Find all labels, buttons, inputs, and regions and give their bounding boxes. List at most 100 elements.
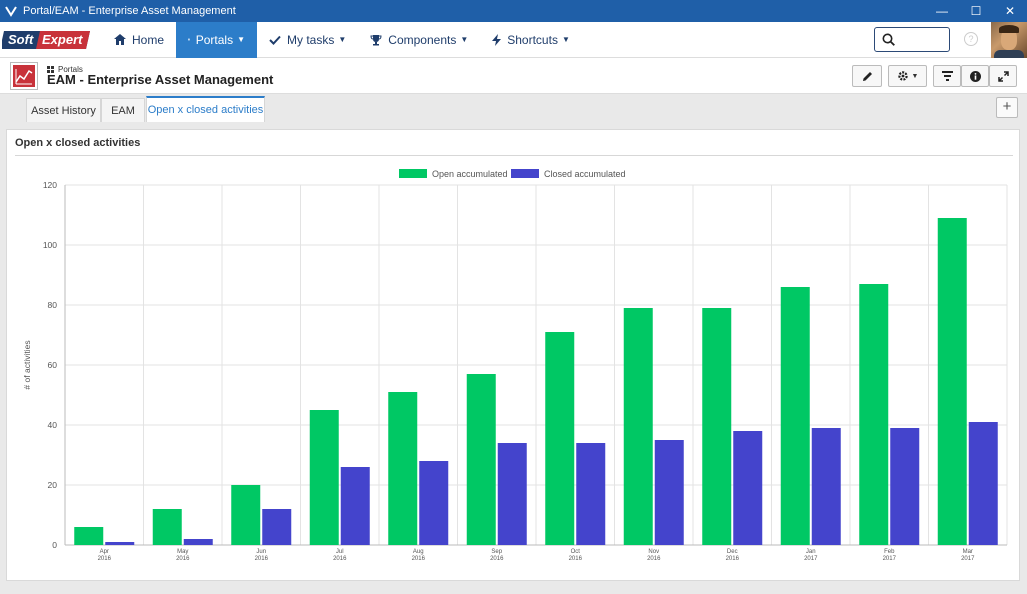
x-tick-label-year: 2016 [726, 556, 740, 562]
bar-open-nov [623, 308, 653, 545]
panel-divider [15, 155, 1013, 156]
grid-icon [47, 66, 54, 73]
x-tick-label-year: 2016 [490, 556, 504, 562]
tab-open-closed-activities[interactable]: Open x closed activities [146, 96, 265, 122]
breadcrumb[interactable]: Portals [47, 65, 83, 74]
portal-chart-icon [10, 62, 38, 90]
y-tick-label: 100 [43, 240, 57, 250]
maximize-button[interactable]: ☐ [970, 4, 982, 18]
chevron-down-icon: ▼ [561, 35, 570, 44]
bar-open-jun [231, 485, 261, 545]
x-tick-label-year: 2016 [412, 556, 426, 562]
x-tick-label-month: Mar [963, 549, 973, 555]
nav-portals[interactable]: Portals ▼ [176, 21, 258, 58]
y-axis-label: # of activities [22, 340, 32, 389]
page-header: Portals EAM - Enterprise Asset Managemen… [0, 58, 1027, 94]
x-tick-label-year: 2016 [569, 556, 583, 562]
search-box[interactable] [874, 27, 950, 52]
bar-closed-jan [811, 428, 841, 545]
bar-closed-jun [262, 509, 292, 545]
check-icon [269, 35, 281, 45]
y-tick-label: 40 [48, 420, 58, 430]
x-tick-label-month: Jan [806, 549, 816, 555]
logo-text-soft: Soft [8, 31, 34, 47]
bar-open-oct [545, 332, 575, 545]
legend-swatch-open [399, 169, 427, 178]
close-button[interactable]: ✕ [1004, 4, 1016, 18]
x-tick-label-month: Dec [727, 549, 738, 555]
search-input[interactable] [899, 33, 947, 46]
gear-icon [897, 71, 908, 81]
softexpert-logo[interactable]: Soft Expert [0, 28, 96, 52]
x-tick-label-month: Oct [571, 549, 581, 555]
breadcrumb-portals[interactable]: Portals [58, 65, 83, 74]
x-tick-label-month: Feb [884, 549, 895, 555]
grid-icon [188, 38, 190, 41]
bar-closed-oct [576, 443, 606, 545]
bar-open-dec [702, 308, 732, 545]
tab-asset-history[interactable]: Asset History [26, 98, 101, 122]
help-icon[interactable]: ? [964, 32, 978, 46]
y-tick-label: 60 [48, 360, 58, 370]
bolt-icon [492, 33, 502, 46]
expand-icon [997, 70, 1009, 82]
x-tick-label-month: Aug [413, 549, 424, 555]
bar-open-may [152, 509, 182, 545]
y-tick-label: 20 [48, 480, 58, 490]
y-tick-label: 0 [52, 540, 57, 550]
expand-button[interactable] [989, 65, 1017, 87]
avatar[interactable] [991, 22, 1027, 58]
x-tick-label-year: 2016 [333, 556, 347, 562]
add-tab-button[interactable]: + [996, 97, 1018, 118]
chevron-down-icon: ▼ [460, 35, 469, 44]
minimize-button[interactable]: — [936, 4, 948, 18]
chevron-down-icon: ▼ [911, 72, 919, 80]
y-tick-label: 80 [48, 300, 58, 310]
settings-button[interactable]: ▼ [888, 65, 927, 87]
bar-open-feb [859, 284, 889, 545]
tab-eam[interactable]: EAM [101, 98, 145, 122]
nav-shortcuts[interactable]: Shortcuts ▼ [480, 22, 582, 58]
bar-open-apr [74, 527, 104, 545]
bar-closed-sep [497, 443, 527, 545]
info-icon [969, 70, 981, 82]
bar-closed-aug [419, 461, 449, 545]
legend-label-closed: Closed accumulated [544, 169, 626, 179]
filter-button[interactable] [933, 65, 961, 87]
window-titlebar: Portal/EAM - Enterprise Asset Management… [0, 0, 1027, 22]
x-tick-label-year: 2016 [647, 556, 661, 562]
legend-swatch-closed [511, 169, 539, 178]
x-tick-label-month: May [177, 549, 188, 555]
filter-icon [941, 71, 953, 81]
pencil-icon [862, 71, 872, 81]
chevron-down-icon: ▼ [237, 35, 246, 44]
trophy-icon [370, 34, 382, 45]
logo-text-expert: Expert [42, 31, 83, 47]
main-navbar: Soft Expert Home Portals ▼ My tasks ▼ Co… [0, 21, 1027, 58]
bar-closed-mar [968, 422, 998, 545]
bar-closed-nov [654, 440, 684, 545]
nav-my-tasks[interactable]: My tasks ▼ [257, 22, 358, 58]
bar-closed-jul [340, 467, 370, 545]
info-button[interactable] [961, 65, 989, 87]
nav-my-tasks-label: My tasks [287, 32, 335, 47]
x-tick-label-year: 2017 [961, 556, 975, 562]
nav-components[interactable]: Components ▼ [358, 22, 480, 58]
app-icon [5, 6, 17, 17]
bar-closed-may [183, 539, 213, 545]
window-title: Portal/EAM - Enterprise Asset Management [23, 5, 236, 17]
x-tick-label-month: Sep [491, 549, 502, 555]
edit-button[interactable] [852, 65, 882, 87]
search-icon [882, 33, 895, 46]
nav-home[interactable]: Home [102, 22, 176, 58]
legend-label-open: Open accumulated [432, 169, 508, 179]
x-tick-label-year: 2016 [176, 556, 190, 562]
nav-shortcuts-label: Shortcuts [507, 32, 558, 47]
y-tick-label: 120 [43, 180, 57, 190]
x-tick-label-month: Nov [648, 549, 659, 555]
home-icon [114, 34, 126, 45]
chevron-down-icon: ▼ [338, 35, 347, 44]
bar-open-aug [388, 392, 418, 545]
bar-closed-dec [733, 431, 763, 545]
